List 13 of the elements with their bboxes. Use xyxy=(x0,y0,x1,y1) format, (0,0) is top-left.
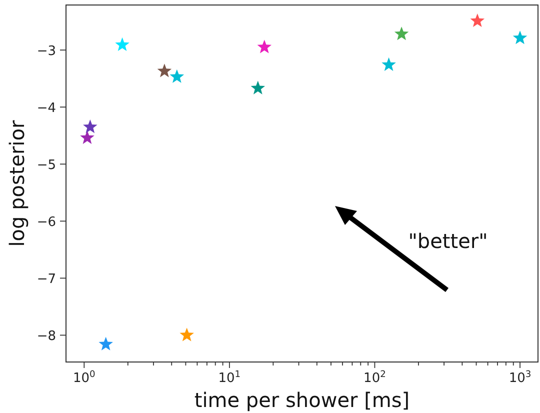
y-tick-label: −3 xyxy=(36,44,56,60)
x-tick-label: 10$^{2}$ xyxy=(364,370,386,386)
x-tick-label: 10$^{0}$ xyxy=(72,370,96,386)
x-axis-title: time per shower [ms] xyxy=(194,388,410,412)
y-tick-label: −6 xyxy=(36,215,56,230)
y-tick-label: −4 xyxy=(36,101,56,116)
x-tick-label: 10$^{1}$ xyxy=(218,370,241,386)
y-axis-title: log posterior xyxy=(5,119,29,247)
y-tick-label: −7 xyxy=(36,272,56,288)
y-tick-label: −8 xyxy=(36,329,56,344)
x-tick-label: 10$^{3}$ xyxy=(508,370,532,386)
y-tick-label: −5 xyxy=(36,158,56,174)
annotation: "better" xyxy=(408,229,488,253)
